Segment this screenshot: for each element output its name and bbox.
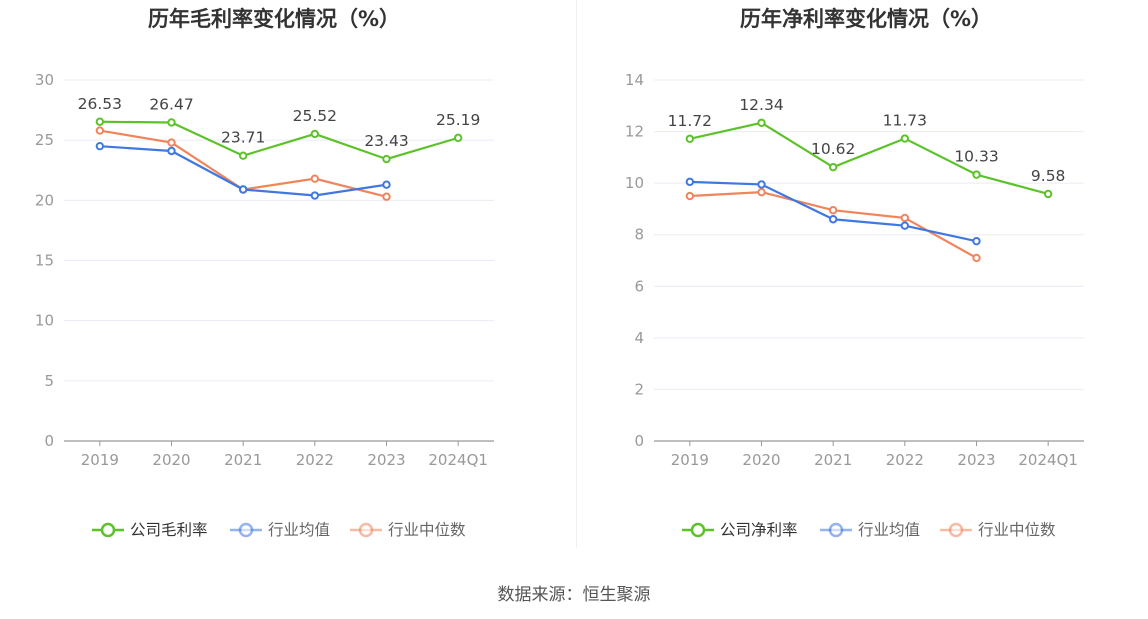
data-point-company bbox=[900, 134, 910, 143]
legend-item-avg: 行业均值 bbox=[230, 521, 330, 539]
y-tick-label: 0 bbox=[44, 432, 54, 450]
y-tick-label: 4 bbox=[634, 329, 644, 347]
data-point-company bbox=[972, 170, 981, 179]
data-label: 25.19 bbox=[436, 111, 480, 129]
legend-item-median: 行业中位数 bbox=[940, 521, 1056, 539]
legend-item-company: 公司净利率 bbox=[682, 521, 798, 539]
data-label: 11.73 bbox=[883, 112, 927, 130]
y-tick-label: 10 bbox=[625, 174, 644, 192]
y-tick-label: 12 bbox=[625, 123, 644, 141]
data-label: 10.62 bbox=[811, 140, 855, 158]
legend-marker bbox=[358, 522, 374, 538]
x-tick-label: 2022 bbox=[886, 451, 924, 469]
data-point-avg bbox=[382, 180, 391, 189]
data-point-avg bbox=[167, 146, 176, 156]
data-point-avg bbox=[828, 215, 838, 224]
data-point-median bbox=[757, 187, 766, 197]
y-tick-label: 30 bbox=[35, 71, 54, 89]
data-point-median bbox=[900, 213, 910, 223]
data-point-avg bbox=[757, 180, 766, 189]
data-label: 11.72 bbox=[668, 112, 712, 130]
chart-panel-2: 历年净利率变化情况（%） 0 2 4 6 8 10 12 14 2019 2020 2021 2022 2… bbox=[625, 7, 1084, 539]
series-line-company bbox=[99, 120, 459, 161]
data-source-label: 数据来源：恒生聚源 bbox=[497, 585, 651, 605]
series-line-median bbox=[689, 191, 978, 259]
legend-label: 行业均值 bbox=[858, 521, 920, 539]
x-tick-label: 2022 bbox=[296, 451, 334, 469]
data-label: 26.47 bbox=[149, 95, 193, 113]
data-point-company bbox=[1043, 189, 1053, 199]
legend-label: 公司净利率 bbox=[720, 521, 798, 539]
data-point-avg bbox=[900, 221, 910, 230]
data-point-company bbox=[757, 118, 766, 128]
x-tick-label: 2019 bbox=[81, 451, 119, 469]
data-point-company bbox=[828, 162, 838, 172]
data-point-company bbox=[310, 129, 320, 139]
x-tick-label: 2020 bbox=[152, 451, 190, 469]
data-point-avg bbox=[238, 185, 248, 194]
data-point-median bbox=[310, 174, 320, 183]
y-tick-label: 10 bbox=[35, 312, 54, 330]
data-point-median bbox=[685, 191, 695, 201]
y-tick-label: 20 bbox=[35, 191, 54, 209]
panel-divider bbox=[576, 0, 577, 548]
legend-label: 行业中位数 bbox=[388, 521, 466, 539]
x-tick-label: 2020 bbox=[742, 451, 780, 469]
y-tick-label: 5 bbox=[44, 372, 54, 390]
legend-item-company: 公司毛利率 bbox=[92, 521, 208, 539]
y-tick-label: 0 bbox=[634, 432, 644, 450]
y-tick-label: 2 bbox=[634, 380, 644, 398]
data-point-median bbox=[95, 126, 105, 135]
data-label: 23.71 bbox=[221, 129, 265, 147]
data-point-avg bbox=[972, 236, 981, 246]
legend-label: 行业均值 bbox=[268, 521, 330, 539]
y-tick-label: 8 bbox=[634, 226, 644, 244]
data-label: 23.43 bbox=[364, 132, 408, 150]
x-tick-label: 2021 bbox=[814, 451, 852, 469]
x-tick-label: 2024Q1 bbox=[428, 451, 488, 469]
x-tick-label: 2023 bbox=[957, 451, 995, 469]
data-point-company bbox=[685, 134, 695, 143]
x-tick-label: 2024Q1 bbox=[1018, 451, 1078, 469]
data-point-company bbox=[167, 118, 176, 127]
y-tick-label: 14 bbox=[625, 71, 644, 89]
x-tick-label: 2021 bbox=[224, 451, 262, 469]
data-point-company bbox=[382, 154, 391, 164]
legend-label: 公司毛利率 bbox=[130, 521, 208, 539]
chart-title: 历年毛利率变化情况（%） bbox=[148, 7, 400, 31]
legend-item-median: 行业中位数 bbox=[350, 521, 466, 539]
data-label: 12.34 bbox=[739, 96, 783, 114]
data-point-median bbox=[382, 192, 391, 201]
data-point-median bbox=[972, 253, 981, 263]
data-label: 25.52 bbox=[293, 107, 337, 125]
data-point-company bbox=[238, 151, 248, 160]
data-point-avg bbox=[685, 177, 695, 187]
chart-title: 历年净利率变化情况（%） bbox=[740, 7, 992, 31]
y-tick-label: 6 bbox=[634, 277, 644, 295]
data-point-company bbox=[453, 133, 463, 143]
legend-marker bbox=[690, 522, 706, 538]
data-point-median bbox=[167, 138, 176, 147]
chart-panel-1: 历年毛利率变化情况（%） 0 5 10 15 20 25 30 2019 2020 2021 2022… bbox=[35, 7, 494, 539]
legend-label: 行业中位数 bbox=[978, 521, 1056, 539]
data-point-avg bbox=[95, 141, 105, 151]
data-point-median bbox=[828, 206, 838, 215]
series-line-company bbox=[689, 121, 1049, 196]
legend-item-avg: 行业均值 bbox=[820, 521, 920, 539]
y-tick-label: 25 bbox=[35, 131, 54, 149]
x-tick-label: 2023 bbox=[367, 451, 405, 469]
legend-marker bbox=[828, 522, 844, 538]
data-label: 10.33 bbox=[954, 148, 998, 166]
data-point-avg bbox=[310, 191, 320, 200]
y-tick-label: 15 bbox=[35, 252, 54, 270]
data-label: 26.53 bbox=[78, 95, 122, 113]
data-point-company bbox=[95, 117, 105, 126]
x-tick-label: 2019 bbox=[671, 451, 709, 469]
legend-marker bbox=[238, 522, 254, 538]
legend-marker bbox=[100, 522, 116, 538]
legend-marker bbox=[948, 522, 964, 538]
data-label: 9.58 bbox=[1031, 167, 1066, 185]
